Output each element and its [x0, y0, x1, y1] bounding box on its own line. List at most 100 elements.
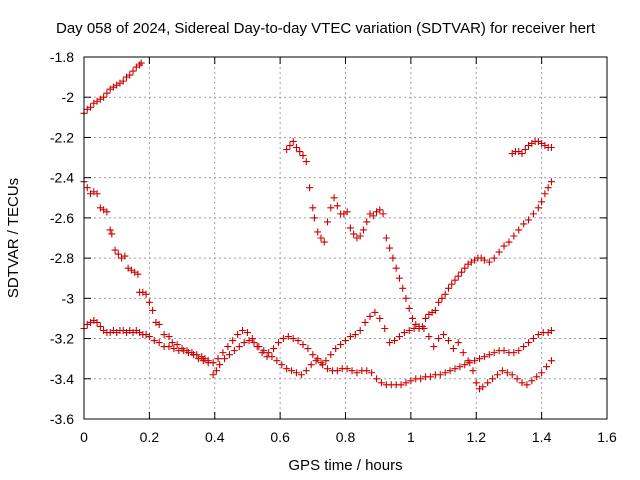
data-point — [534, 331, 542, 339]
data-point — [265, 349, 273, 357]
data-point — [525, 216, 533, 224]
data-point — [283, 365, 291, 373]
data-point — [456, 363, 464, 371]
data-point — [134, 270, 142, 278]
data-point — [214, 355, 222, 363]
data-point — [327, 204, 335, 212]
data-point — [426, 373, 434, 381]
data-point — [253, 343, 261, 351]
data-point — [87, 103, 95, 111]
data-point — [529, 210, 537, 218]
data-point — [495, 248, 503, 256]
data-point — [307, 361, 315, 369]
data-point — [209, 359, 217, 367]
data-point — [498, 367, 506, 375]
data-point — [229, 337, 237, 345]
x-axis-label: GPS time / hours — [288, 457, 402, 474]
data-point — [274, 339, 282, 347]
data-point — [342, 337, 349, 345]
data-point — [356, 327, 364, 335]
data-point — [402, 294, 410, 302]
data-point — [405, 327, 413, 335]
data-point — [454, 272, 462, 280]
data-point — [525, 339, 533, 347]
data-point — [126, 71, 134, 79]
data-point — [296, 148, 304, 156]
data-point — [324, 365, 332, 373]
data-point — [273, 357, 281, 365]
data-point — [371, 308, 379, 316]
x-tick-label: 0.8 — [336, 429, 356, 445]
data-point — [93, 318, 101, 326]
data-point — [150, 337, 158, 345]
data-point — [547, 144, 555, 151]
data-point — [395, 333, 403, 341]
data-point — [289, 335, 297, 343]
y-tick-label: -2 — [62, 89, 75, 105]
data-point — [440, 331, 448, 339]
y-tick-label: -3.2 — [50, 331, 74, 347]
data-point — [381, 325, 389, 332]
y-tick-label: -3.4 — [50, 371, 74, 387]
data-point — [219, 349, 227, 357]
x-tick-label: 0.6 — [270, 429, 290, 445]
data-point — [346, 333, 354, 341]
data-point — [422, 314, 430, 322]
data-point — [142, 290, 150, 298]
data-point — [476, 355, 484, 363]
data-point — [412, 320, 420, 328]
data-point — [363, 367, 371, 375]
data-point — [224, 343, 232, 351]
data-points — [80, 59, 555, 393]
data-point — [108, 230, 116, 238]
data-point — [363, 218, 371, 226]
data-point — [317, 234, 325, 242]
data-point — [330, 194, 338, 202]
data-point — [518, 379, 526, 387]
data-point — [230, 347, 238, 355]
data-point — [485, 258, 493, 266]
data-point — [391, 337, 399, 345]
data-point — [500, 242, 508, 250]
data-point — [397, 381, 405, 389]
x-tick-label: 1.2 — [467, 429, 487, 445]
data-point — [376, 206, 384, 214]
data-point — [515, 226, 523, 234]
data-point — [369, 212, 377, 220]
data-point — [346, 224, 354, 232]
chart-title: Day 058 of 2024, Sidereal Day-to-day VTE… — [56, 20, 596, 37]
data-point — [399, 284, 407, 292]
data-point — [103, 89, 111, 97]
y-tick-label: -2.8 — [50, 250, 74, 266]
data-point — [212, 367, 220, 375]
data-point — [343, 365, 351, 373]
data-point — [278, 361, 286, 369]
data-point — [199, 357, 207, 365]
data-point — [508, 371, 516, 379]
data-point — [350, 230, 358, 238]
data-point — [520, 343, 528, 351]
y-tick-label: -1.8 — [50, 49, 74, 65]
data-point — [309, 204, 317, 212]
y-tick-label: -2.4 — [50, 170, 74, 186]
data-point — [430, 343, 438, 351]
data-point — [538, 198, 546, 206]
data-point — [225, 351, 233, 359]
data-point — [160, 331, 168, 339]
data-point — [145, 298, 153, 306]
data-point — [469, 367, 477, 375]
data-point — [93, 190, 101, 198]
data-point — [106, 226, 114, 234]
data-point — [168, 339, 176, 347]
data-point — [523, 381, 531, 389]
data-point — [289, 137, 297, 145]
data-point — [373, 375, 381, 383]
data-point — [472, 379, 480, 387]
data-point — [513, 375, 521, 383]
data-point — [306, 184, 314, 192]
data-point — [114, 250, 122, 258]
data-point — [96, 322, 104, 330]
data-point — [149, 306, 157, 314]
data-point — [489, 375, 497, 383]
